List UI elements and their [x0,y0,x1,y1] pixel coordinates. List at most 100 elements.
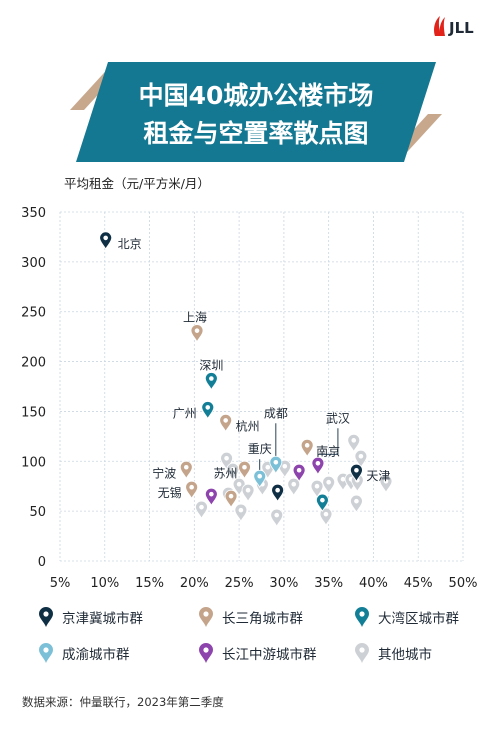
data-point-pin [226,462,240,482]
x-tick-label: 35% [314,576,343,591]
data-point-dot [242,464,247,470]
legend-label: 长三角城市群 [222,611,303,627]
data-point [322,475,336,495]
data-point [350,463,363,483]
data-point [347,433,361,453]
data-point-dot [354,467,359,473]
data-point [278,459,292,479]
x-tick-labels: 5% 10% 15% 20% 25% 30% 35% 40% 45% 50% [50,576,478,591]
data-point-dot [238,507,244,513]
data-point-pin [204,372,218,391]
legend-item: 京津冀城市群 [38,606,143,628]
data-point [190,324,204,343]
data-point-dot [275,487,280,493]
data-point-pin [311,456,325,476]
point-label: 重庆 [248,442,272,456]
data-point [204,372,218,391]
data-point [269,455,283,475]
data-point-dot [323,511,329,517]
legend: 京津冀城市群 长三角城市群 大湾区城市群 成渝城市群 长江中游城市群 其他城市 [38,606,488,676]
data-point [224,489,238,509]
legend-pin-icon [355,607,369,627]
data-point [379,474,393,494]
data-point [271,483,285,503]
data-point [234,503,248,523]
data-point-dot [205,405,211,410]
data-point-dot [265,464,271,470]
data-point [270,508,284,528]
jll-logo: JLL [434,16,474,37]
data-point-pin [278,459,292,479]
banner-body [76,62,436,162]
data-point [350,494,363,514]
legend-item: 其他城市 [354,642,432,664]
y-tick-label: 150 [21,405,46,420]
data-point-dot [236,481,242,487]
data-point-dot [209,491,214,497]
data-point-pin [204,487,218,507]
data-point [219,413,233,433]
data-point-dot [194,328,200,333]
data-point-pin [195,500,208,520]
data-point [319,507,333,527]
legend-pin-icon [39,643,53,663]
data-point-dot [230,466,236,472]
legend-item: 成渝城市群 [38,642,130,664]
data-point-dot [274,512,280,518]
data-point-pin [310,479,324,499]
legend-label: 大湾区城市群 [378,611,459,627]
point-label: 成都 [264,406,288,420]
jll-logo-text: JLL [448,19,474,37]
source-note: 数据来源：仲量联行，2023年第二季度 [22,695,224,709]
data-point-dot [224,455,229,461]
data-point-pin [241,483,255,503]
data-point-pin [269,455,283,475]
data-point-pin [379,474,393,494]
data-point [241,483,255,503]
data-point-dot [291,481,297,487]
data-point-pin [219,413,233,433]
data-point-pin [292,463,306,483]
data-point-pin [347,433,361,453]
y-tick-labels: 0 50 100 150 200 250 300 350 [21,206,46,570]
data-point-pin [300,438,314,458]
data-point-pin [270,508,284,528]
data-point [226,462,240,482]
legend-item: 大湾区城市群 [354,606,459,628]
legend-pin-icon [39,607,53,627]
legend-item: 长三角城市群 [198,606,303,628]
data-point-dot [223,418,228,423]
point-label: 北京 [118,237,142,251]
data-point-pin [190,324,204,343]
y-tick-label: 100 [21,455,46,470]
data-point-pin [350,494,363,514]
scatter-chart: 平均租金（元/平方米/月） 5% 10% 15% 20% 25% 30% 35% 40% 45%… [21,176,478,591]
point-label: 上海 [183,310,207,325]
data-point-dot [199,504,204,510]
data-point [185,480,199,500]
data-point [311,456,325,476]
data-point-dot [358,453,364,459]
data-point-pin [234,503,248,523]
data-points [99,231,393,528]
legend-label: 成渝城市群 [62,647,130,663]
data-point-pin [354,449,368,469]
data-point-pin [271,483,285,503]
y-tick-label: 200 [21,356,46,371]
title-banner: 中国40城办公楼市场 租金与空置率散点图 [70,62,442,162]
legend-label: 其他城市 [378,647,432,663]
data-point-pin [315,493,329,513]
point-label: 天津 [366,469,390,483]
point-label: 杭州 [236,418,260,433]
data-point-dot [245,487,251,493]
data-point-dot [304,443,310,448]
x-tick-label: 25% [225,576,254,591]
data-point [287,477,301,497]
data-point-dot [314,483,320,489]
x-tick-label: 10% [90,576,119,591]
data-point [253,469,267,489]
y-axis-label: 平均租金（元/平方米/月） [64,176,210,191]
data-point [238,460,251,480]
point-label: 南京 [316,443,340,458]
data-point [292,463,306,483]
